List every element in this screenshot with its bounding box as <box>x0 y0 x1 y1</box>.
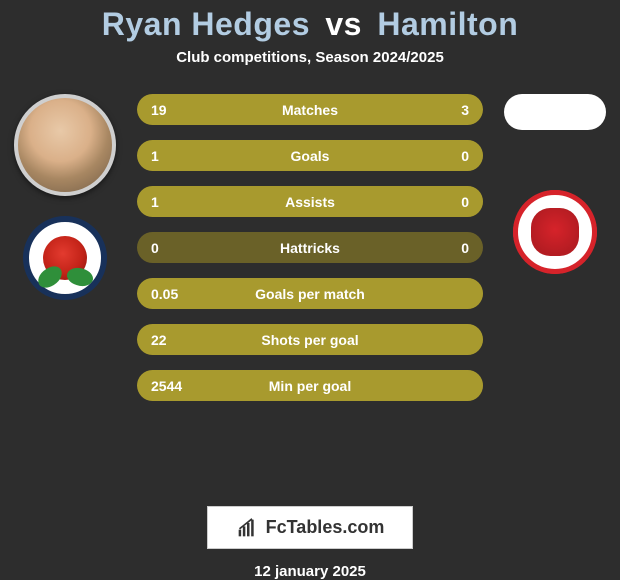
stat-value-left: 0.05 <box>151 286 178 302</box>
stat-label: Goals <box>291 148 330 164</box>
stat-label: Assists <box>285 194 335 210</box>
stat-row: 0.05 Goals per match <box>137 278 483 309</box>
comparison-body: 19 Matches 3 1 Goals 0 1 Assists 0 0 Hattricks 0 0.0… <box>0 94 620 488</box>
vs-text: vs <box>325 6 362 42</box>
stat-row: 19 Matches 3 <box>137 94 483 125</box>
stat-value-right: 0 <box>461 194 469 210</box>
player1-name: Ryan Hedges <box>102 6 310 42</box>
branding-badge[interactable]: FcTables.com <box>207 506 414 549</box>
stat-value-left: 19 <box>151 102 167 118</box>
comparison-title: Ryan Hedges vs Hamilton <box>102 6 519 43</box>
stat-row: 1 Goals 0 <box>137 140 483 171</box>
footer-date: 12 january 2025 <box>254 563 366 580</box>
chart-icon <box>236 518 258 538</box>
player1-avatar <box>14 94 116 196</box>
player1-column <box>10 94 120 300</box>
stat-fill-right <box>435 94 483 125</box>
player2-club-badge <box>513 190 597 274</box>
stat-label: Shots per goal <box>261 332 358 348</box>
stat-bars: 19 Matches 3 1 Goals 0 1 Assists 0 0 Hattricks 0 0.0… <box>137 94 483 488</box>
stat-row: 2544 Min per goal <box>137 370 483 401</box>
stat-value-left: 1 <box>151 194 159 210</box>
stat-row: 0 Hattricks 0 <box>137 232 483 263</box>
stat-label: Matches <box>282 102 338 118</box>
branding-label: FcTables.com <box>266 517 385 538</box>
stat-label: Goals per match <box>255 286 365 302</box>
stat-value-left: 2544 <box>151 378 182 394</box>
stat-value-right: 3 <box>461 102 469 118</box>
stat-row: 1 Assists 0 <box>137 186 483 217</box>
player2-column <box>500 94 610 274</box>
stat-value-left: 22 <box>151 332 167 348</box>
player1-club-badge <box>23 216 107 300</box>
comparison-subtitle: Club competitions, Season 2024/2025 <box>176 49 444 66</box>
stat-label: Min per goal <box>269 378 351 394</box>
stat-value-right: 0 <box>461 148 469 164</box>
stat-value-right: 0 <box>461 240 469 256</box>
player2-avatar <box>504 94 606 130</box>
stat-value-left: 1 <box>151 148 159 164</box>
stat-label: Hattricks <box>280 240 340 256</box>
player2-name: Hamilton <box>377 6 518 42</box>
stat-row: 22 Shots per goal <box>137 324 483 355</box>
stat-value-left: 0 <box>151 240 159 256</box>
